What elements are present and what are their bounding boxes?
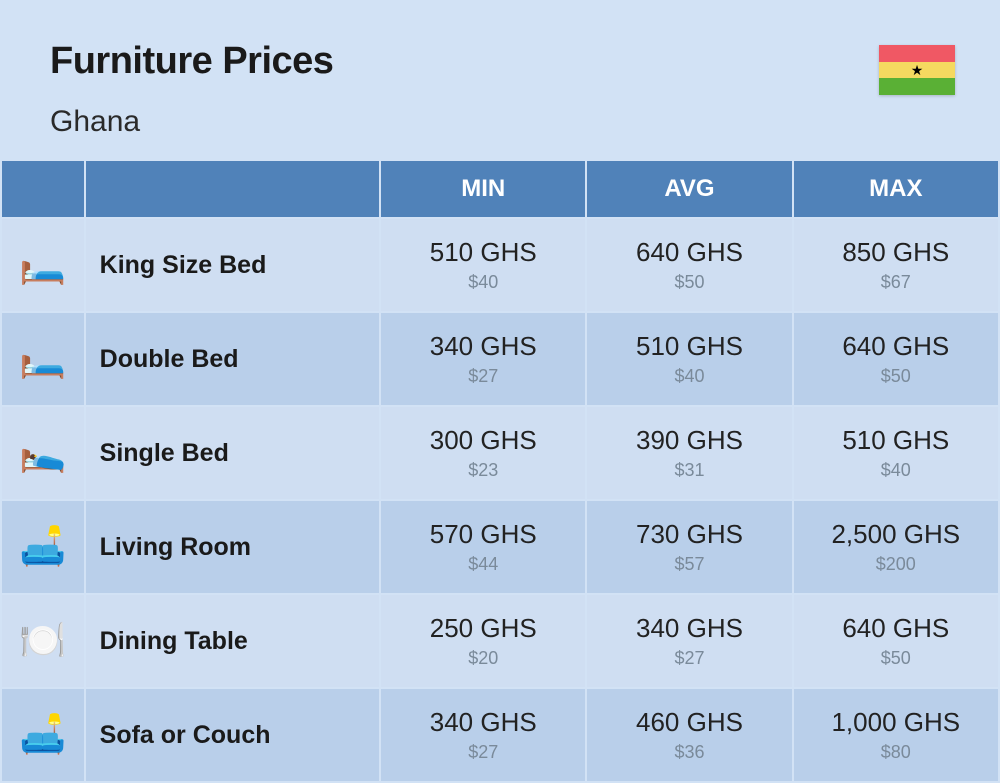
col-max: MAX — [794, 161, 998, 217]
furniture-icon: 🛋️ — [2, 501, 84, 593]
prices-table: MIN AVG MAX 🛏️King Size Bed 510 GHS $40 640… — [0, 159, 1000, 783]
price-avg: 730 GHS $57 — [587, 501, 791, 593]
price-max: 1,000 GHS $80 — [794, 689, 998, 781]
price-min: 510 GHS $40 — [381, 219, 585, 311]
price-max: 2,500 GHS $200 — [794, 501, 998, 593]
price-secondary: $40 — [597, 366, 781, 387]
price-min: 340 GHS $27 — [381, 689, 585, 781]
price-primary: 2,500 GHS — [804, 519, 988, 550]
furniture-name: King Size Bed — [86, 219, 379, 311]
price-secondary: $31 — [597, 460, 781, 481]
furniture-icon: 🛏️ — [2, 313, 84, 405]
price-primary: 640 GHS — [597, 237, 781, 268]
price-min: 300 GHS $23 — [381, 407, 585, 499]
furniture-name: Sofa or Couch — [86, 689, 379, 781]
furniture-name: Single Bed — [86, 407, 379, 499]
furniture-icon: 🛌 — [2, 407, 84, 499]
price-primary: 1,000 GHS — [804, 707, 988, 738]
price-min: 250 GHS $20 — [381, 595, 585, 687]
price-secondary: $57 — [597, 554, 781, 575]
price-primary: 300 GHS — [391, 425, 575, 456]
col-avg: AVG — [587, 161, 791, 217]
price-secondary: $80 — [804, 742, 988, 763]
header: Furniture Prices Ghana ★ — [0, 0, 1000, 159]
price-secondary: $67 — [804, 272, 988, 293]
furniture-icon: 🛏️ — [2, 219, 84, 311]
table-row: 🛋️Sofa or Couch 340 GHS $27 460 GHS $36 1,000… — [2, 689, 998, 781]
page-subtitle: Ghana — [50, 105, 950, 139]
price-primary: 510 GHS — [597, 331, 781, 362]
price-secondary: $27 — [391, 742, 575, 763]
price-secondary: $50 — [597, 272, 781, 293]
price-primary: 570 GHS — [391, 519, 575, 550]
price-max: 640 GHS $50 — [794, 595, 998, 687]
table-row: 🛏️King Size Bed 510 GHS $40 640 GHS $50 850 G… — [2, 219, 998, 311]
price-max: 640 GHS $50 — [794, 313, 998, 405]
price-secondary: $27 — [391, 366, 575, 387]
price-secondary: $40 — [804, 460, 988, 481]
col-min: MIN — [381, 161, 585, 217]
price-secondary: $27 — [597, 648, 781, 669]
price-primary: 250 GHS — [391, 613, 575, 644]
furniture-name: Living Room — [86, 501, 379, 593]
price-min: 340 GHS $27 — [381, 313, 585, 405]
price-primary: 640 GHS — [804, 331, 988, 362]
table-row: 🛌Single Bed 300 GHS $23 390 GHS $31 510 GHS $4… — [2, 407, 998, 499]
price-primary: 340 GHS — [597, 613, 781, 644]
price-primary: 510 GHS — [391, 237, 575, 268]
price-primary: 340 GHS — [391, 707, 575, 738]
price-avg: 640 GHS $50 — [587, 219, 791, 311]
table-row: 🛏️Double Bed 340 GHS $27 510 GHS $40 640 GHS $… — [2, 313, 998, 405]
country-flag-icon: ★ — [879, 45, 955, 95]
table-row: 🛋️Living Room 570 GHS $44 730 GHS $57 2,500 G… — [2, 501, 998, 593]
furniture-name: Double Bed — [86, 313, 379, 405]
price-primary: 730 GHS — [597, 519, 781, 550]
price-primary: 460 GHS — [597, 707, 781, 738]
price-min: 570 GHS $44 — [381, 501, 585, 593]
price-primary: 640 GHS — [804, 613, 988, 644]
price-primary: 390 GHS — [597, 425, 781, 456]
price-primary: 850 GHS — [804, 237, 988, 268]
furniture-icon: 🛋️ — [2, 689, 84, 781]
price-secondary: $44 — [391, 554, 575, 575]
price-primary: 340 GHS — [391, 331, 575, 362]
price-secondary: $40 — [391, 272, 575, 293]
furniture-name: Dining Table — [86, 595, 379, 687]
table-row: 🍽️Dining Table 250 GHS $20 340 GHS $27 640 GH… — [2, 595, 998, 687]
price-secondary: $23 — [391, 460, 575, 481]
price-secondary: $50 — [804, 648, 988, 669]
price-max: 850 GHS $67 — [794, 219, 998, 311]
price-avg: 390 GHS $31 — [587, 407, 791, 499]
price-avg: 460 GHS $36 — [587, 689, 791, 781]
price-secondary: $200 — [804, 554, 988, 575]
page-title: Furniture Prices — [50, 40, 950, 83]
price-max: 510 GHS $40 — [794, 407, 998, 499]
price-avg: 340 GHS $27 — [587, 595, 791, 687]
col-icon — [2, 161, 84, 217]
price-primary: 510 GHS — [804, 425, 988, 456]
price-secondary: $36 — [597, 742, 781, 763]
price-secondary: $50 — [804, 366, 988, 387]
price-avg: 510 GHS $40 — [587, 313, 791, 405]
furniture-icon: 🍽️ — [2, 595, 84, 687]
price-secondary: $20 — [391, 648, 575, 669]
col-name — [86, 161, 379, 217]
